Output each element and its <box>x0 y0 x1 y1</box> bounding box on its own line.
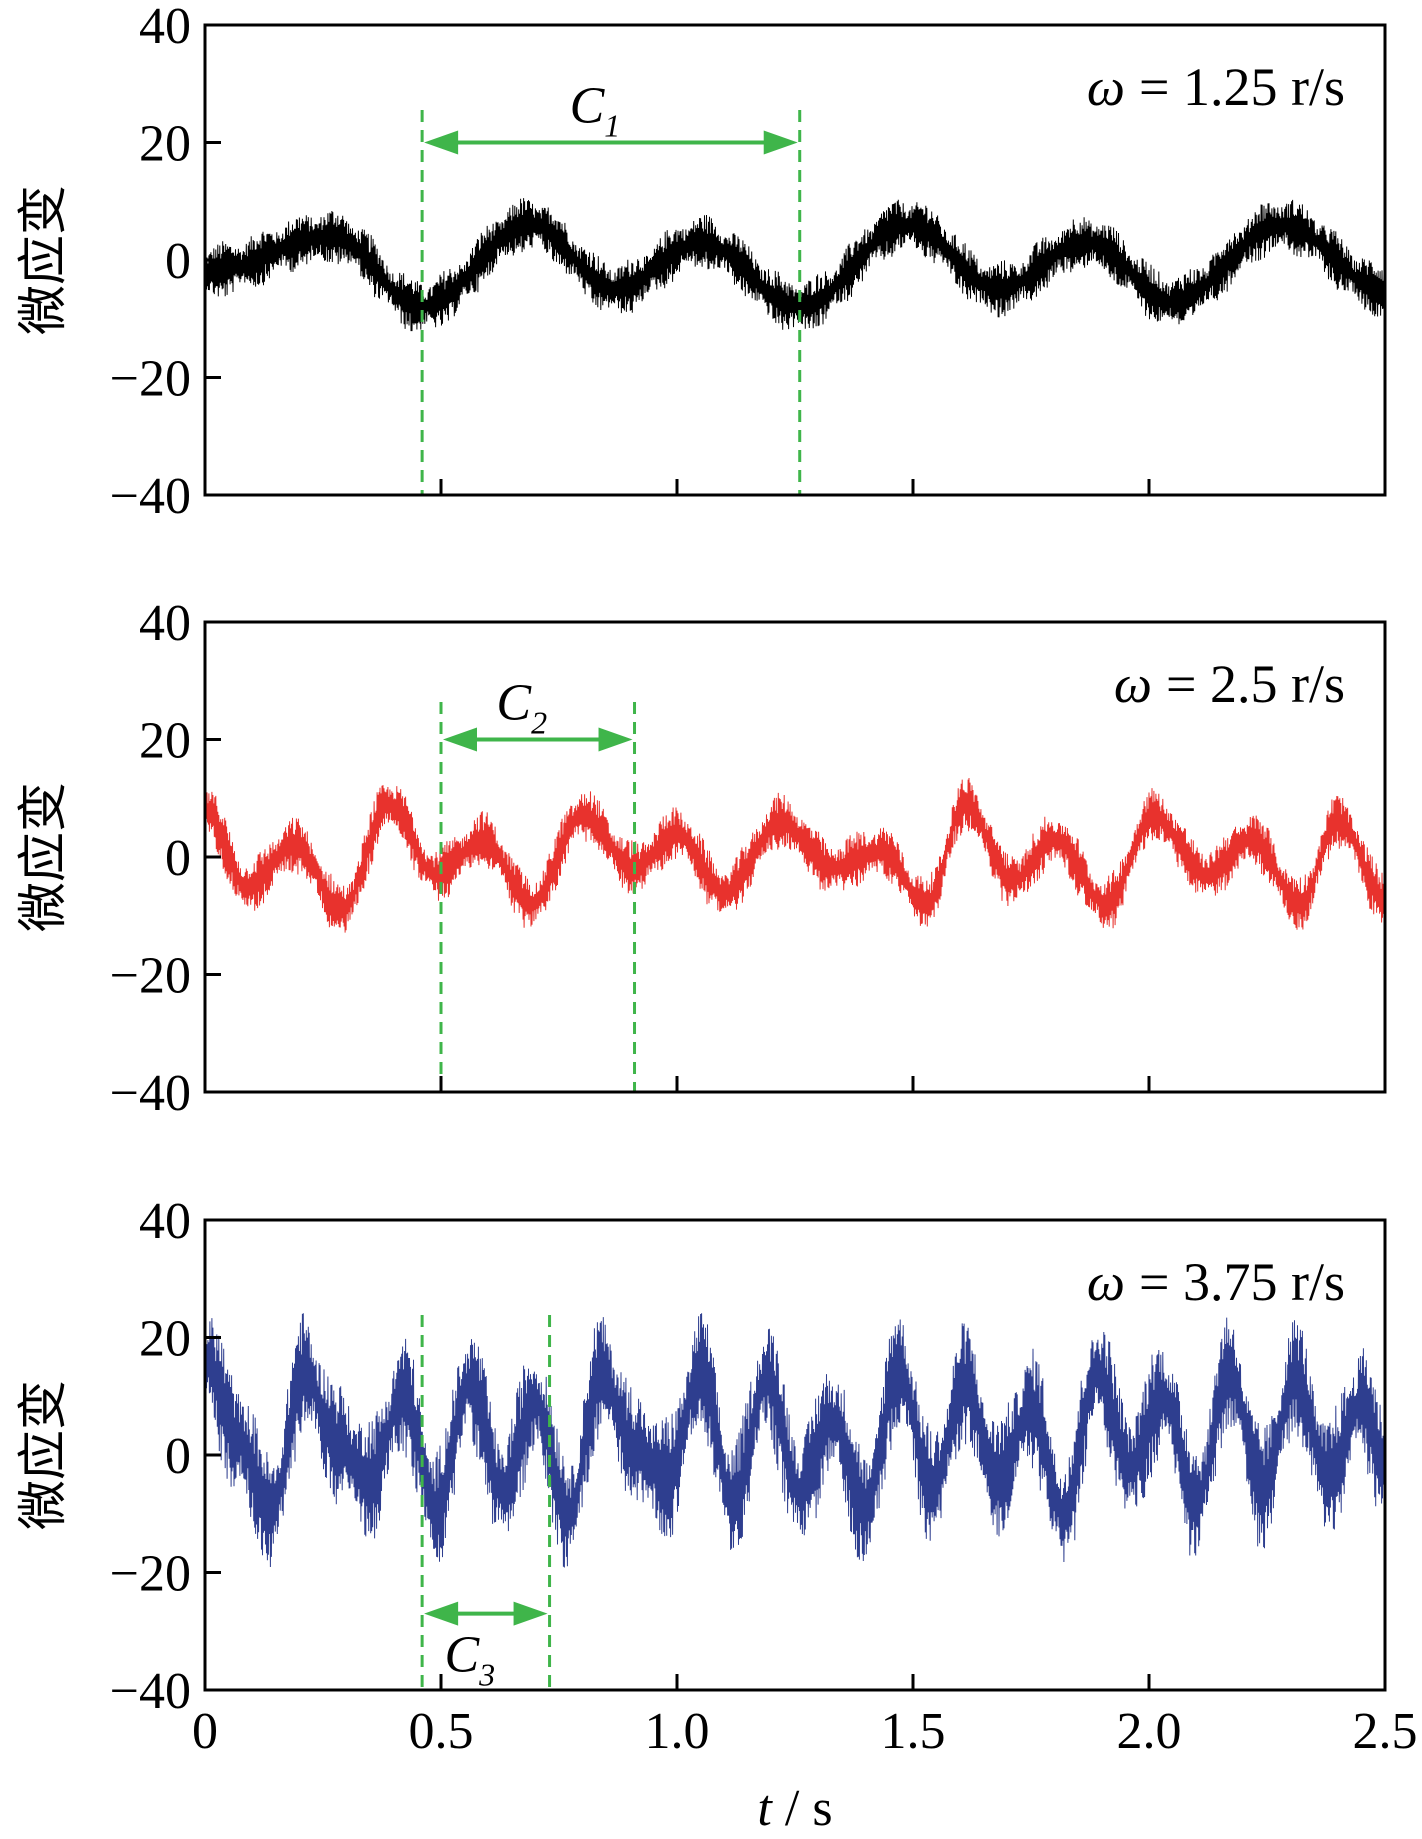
x-ticks-2 <box>203 1076 1387 1092</box>
x-axis-label: t / s <box>757 1780 832 1837</box>
x-ticks-1 <box>203 479 1387 495</box>
x-ticks-3 <box>203 1674 1387 1690</box>
y-tick-label: 20 <box>139 1311 191 1368</box>
y-tick-label: 20 <box>139 713 191 770</box>
y-tick-label: 40 <box>139 0 191 55</box>
y-axis-2: 40 20 0 −20 −40 <box>110 595 221 1122</box>
period-marker-1-arrowhead-left <box>424 130 459 155</box>
x-tick-label: 0.5 <box>409 1703 474 1760</box>
period-marker-1: C1 <box>420 78 802 495</box>
x-tick-label: 2.5 <box>1353 1703 1418 1760</box>
panel-1: C1 40 20 0 −20 −40 微应变 ω = 1.25 r/s <box>14 0 1387 525</box>
period-marker-3-label: C3 <box>444 1627 495 1693</box>
y-axis-label-1: 微应变 <box>14 185 72 335</box>
period-marker-2-arrowhead-left <box>443 727 477 752</box>
y-axis-3: 40 20 0 −20 −40 <box>110 1193 221 1720</box>
series-line-2 <box>204 777 1386 933</box>
period-marker-2-label: C2 <box>496 675 547 741</box>
series-line-1 <box>204 198 1386 332</box>
x-tick-label: 0 <box>192 1703 218 1760</box>
panel-3: C3 40 20 0 −20 −40 微应变 ω = 3.75 r/s <box>14 1193 1387 1720</box>
x-axis-tick-labels: 0 0.5 1.0 1.5 2.0 2.5 <box>192 1703 1418 1760</box>
period-marker-3: C3 <box>420 1315 552 1693</box>
omega-annotation-1: ω = 1.25 r/s <box>1087 57 1345 117</box>
y-tick-label: 0 <box>165 233 191 290</box>
y-tick-label: −40 <box>110 1065 191 1122</box>
x-tick-label: 1.0 <box>645 1703 710 1760</box>
period-marker-2-arrowhead-right <box>598 727 633 752</box>
series-line-3 <box>204 1313 1386 1568</box>
y-tick-label: −40 <box>110 1663 191 1720</box>
x-tick-label: 2.0 <box>1117 1703 1182 1760</box>
omega-annotation-3: ω = 3.75 r/s <box>1087 1252 1345 1312</box>
y-axis-1: 40 20 0 −20 −40 <box>110 0 221 525</box>
y-tick-label: 40 <box>139 1193 191 1250</box>
period-marker-1-label: C1 <box>570 78 621 144</box>
period-marker-3-arrowhead-right <box>513 1601 548 1626</box>
y-tick-label: 0 <box>165 1428 191 1485</box>
x-tick-label: 1.5 <box>881 1703 946 1760</box>
period-marker-3-arrowhead-left <box>424 1601 459 1626</box>
y-axis-label-3: 微应变 <box>14 1380 72 1530</box>
panel-2: C2 40 20 0 −20 −40 微应变 ω = 2.5 r/s <box>14 595 1387 1122</box>
y-tick-label: −20 <box>110 1546 191 1603</box>
omega-annotation-2: ω = 2.5 r/s <box>1114 654 1345 714</box>
period-marker-1-arrowhead-right <box>763 130 798 155</box>
y-tick-label: −20 <box>110 351 191 408</box>
y-tick-label: 0 <box>165 830 191 887</box>
y-tick-label: −40 <box>110 468 191 525</box>
y-axis-label-2: 微应变 <box>14 782 72 932</box>
y-tick-label: 20 <box>139 116 191 173</box>
period-marker-2: C2 <box>439 675 637 1092</box>
y-tick-label: −20 <box>110 948 191 1005</box>
y-tick-label: 40 <box>139 595 191 652</box>
